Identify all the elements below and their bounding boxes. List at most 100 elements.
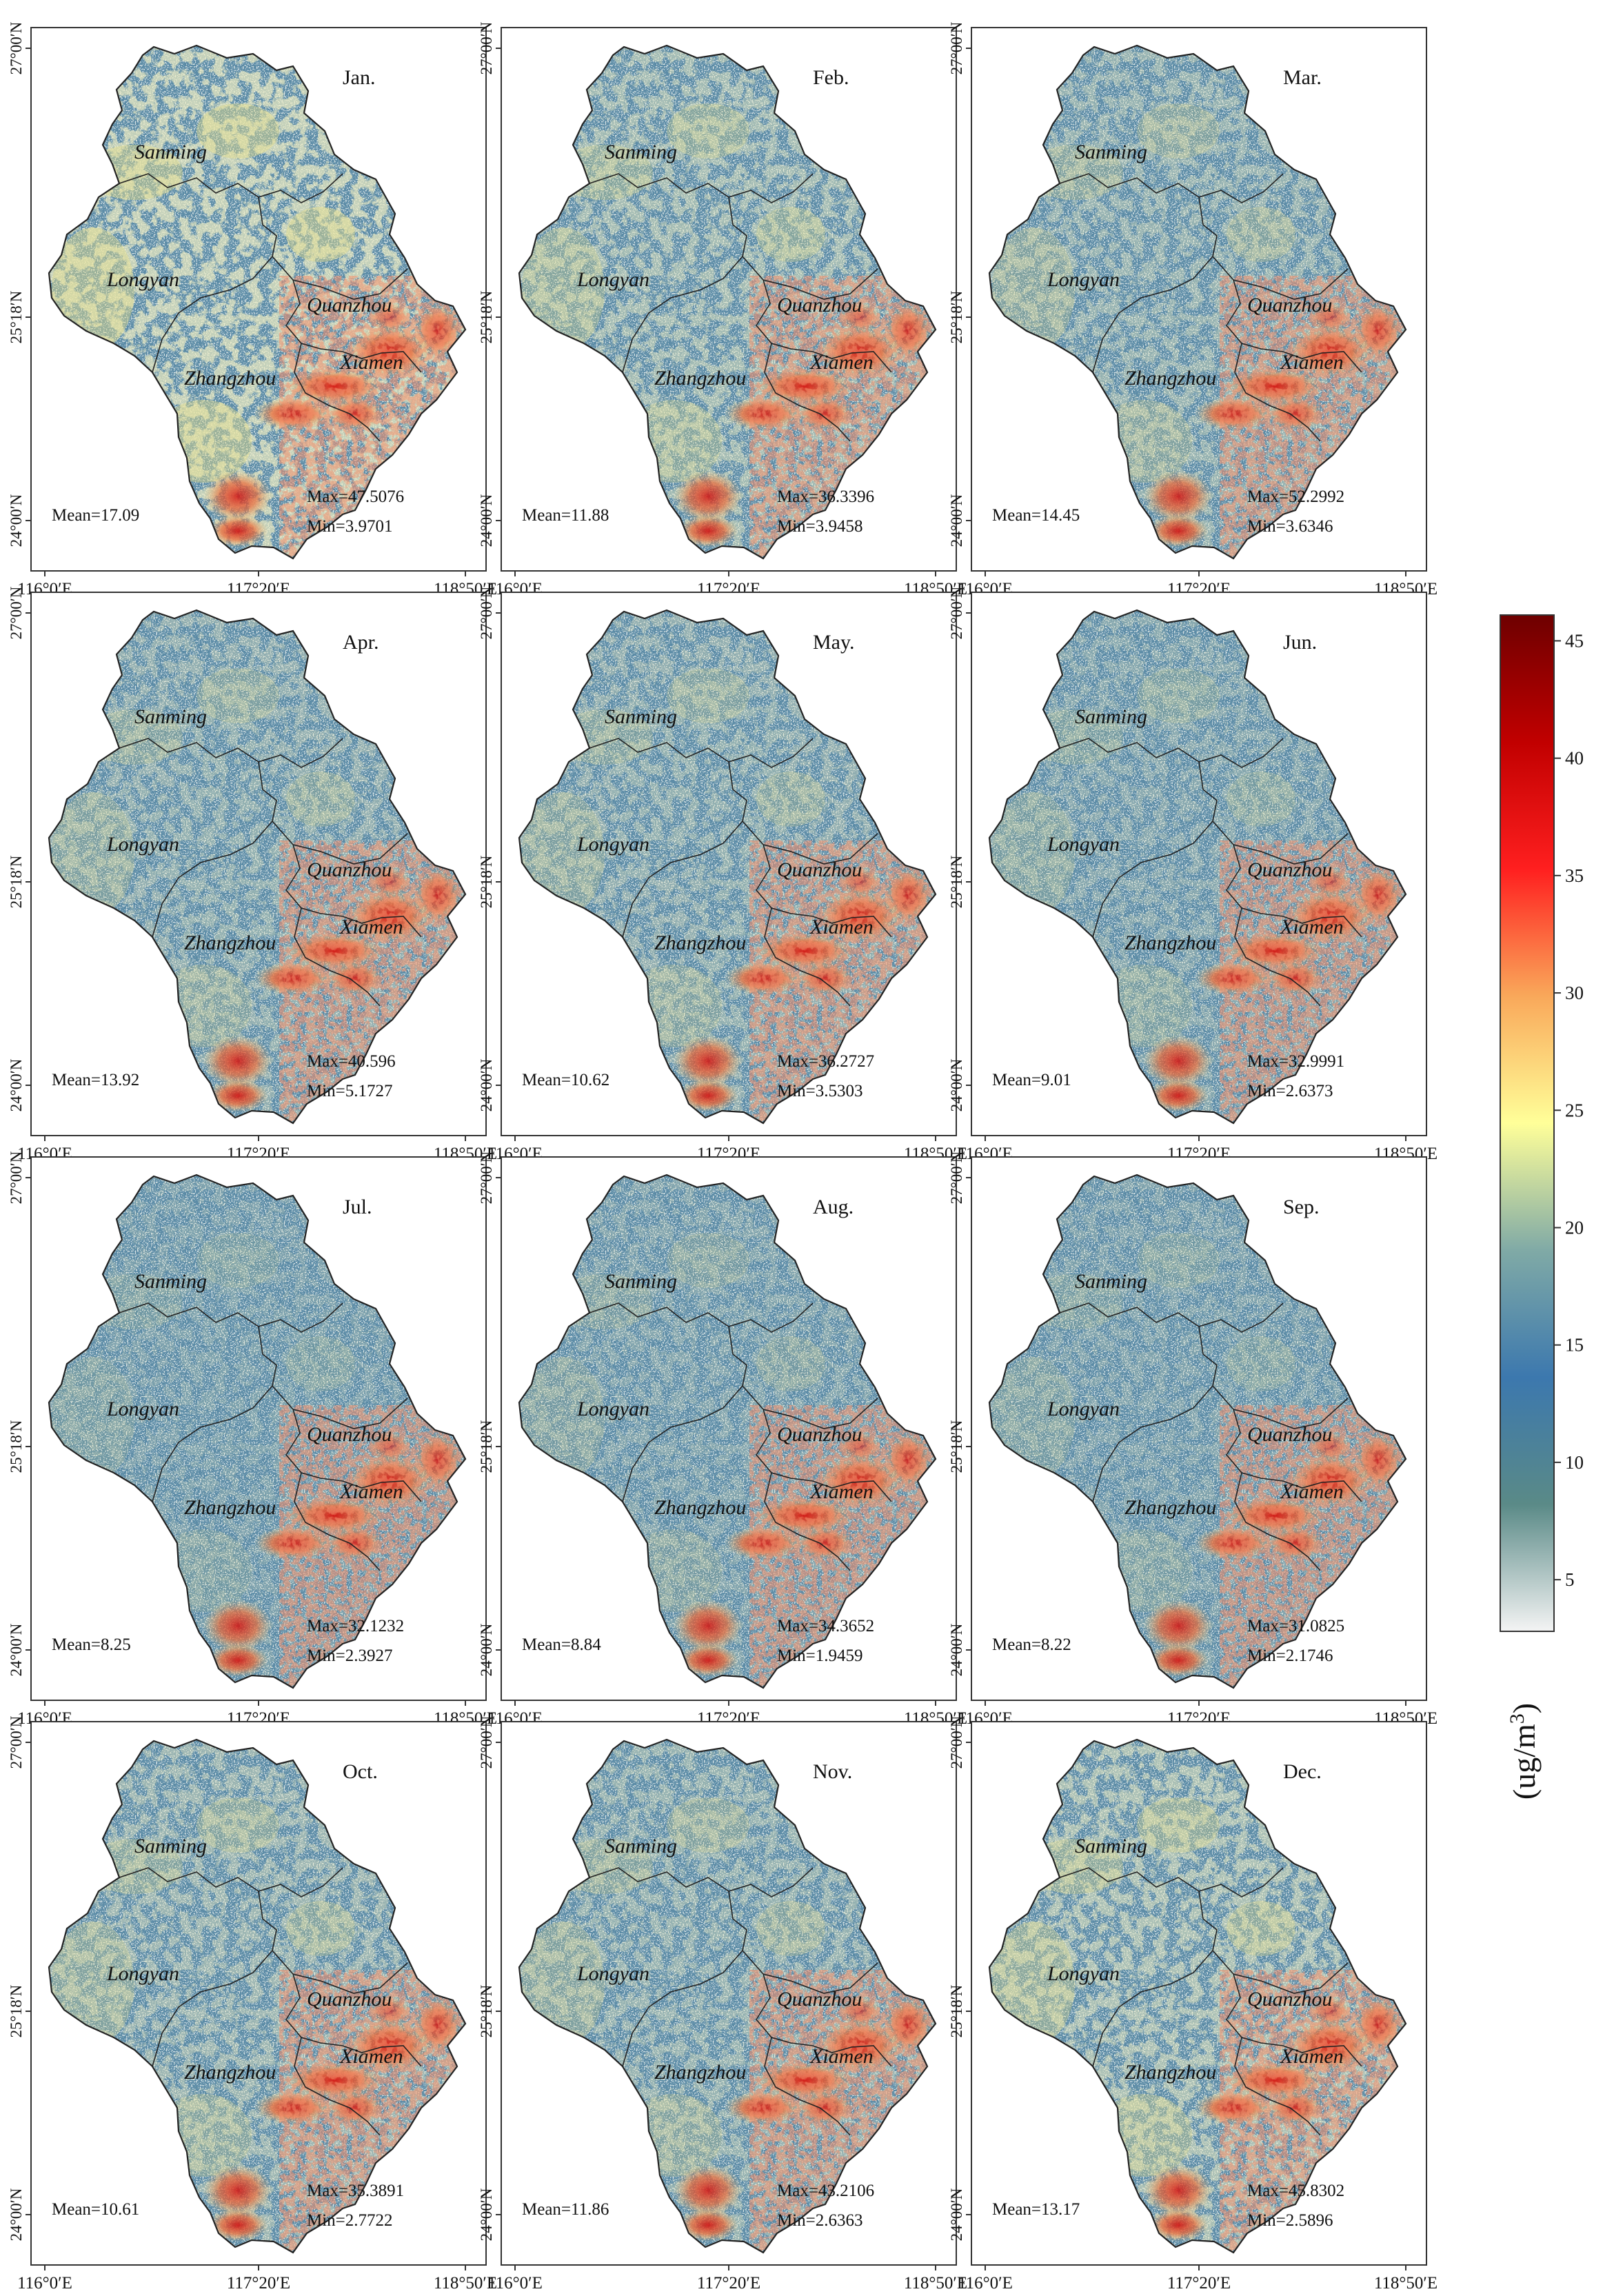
city-boundary xyxy=(1226,844,1362,938)
max-value: Max=40.596 xyxy=(307,1052,396,1071)
map-panel-sep: Sanming Longyan Quanzhou Xiamen Zhangzhou Sep… xyxy=(948,1151,1438,1728)
month-label: Sep. xyxy=(1283,1196,1320,1218)
x-tick-label: 118°50′E xyxy=(434,2274,497,2293)
city-label-zhangzhou: Zhangzhou xyxy=(184,2061,276,2084)
y-tick-label: 27°00′N xyxy=(948,1151,965,1204)
map-panel-aug: Sanming Longyan Quanzhou Xiamen Zhangzhou Aug… xyxy=(478,1151,967,1728)
city-boundary xyxy=(756,844,892,938)
city-label-longyan: Longyan xyxy=(1047,1962,1120,1985)
map-panel-feb: Sanming Longyan Quanzhou Xiamen Zhangzhou Feb… xyxy=(478,21,967,598)
map-panel-jul: Sanming Longyan Quanzhou Xiamen Zhangzhou Jul… xyxy=(8,1151,497,1728)
x-tick-label: 118°50′E xyxy=(1374,2274,1438,2293)
city-label-quanzhou: Quanzhou xyxy=(307,858,392,881)
min-value: Min=3.9458 xyxy=(777,517,863,536)
city-boundary xyxy=(1226,1409,1362,1502)
mean-value: Mean=11.86 xyxy=(522,2200,609,2219)
colorbar-unit: (ug/m3) xyxy=(1506,1703,1542,1800)
city-label-sanming: Sanming xyxy=(605,141,677,163)
city-boundary xyxy=(568,173,814,203)
min-value: Min=2.7722 xyxy=(307,2211,393,2230)
city-label-longyan: Longyan xyxy=(576,1962,649,1985)
city-label-zhangzhou: Zhangzhou xyxy=(184,367,276,390)
region-outline xyxy=(48,1738,467,2254)
month-label: Feb. xyxy=(813,66,849,89)
city-boundary xyxy=(152,820,273,938)
city-label-xiamen: Xiamen xyxy=(809,916,874,938)
min-value: Min=3.6346 xyxy=(1247,517,1333,536)
y-tick-label: 25°18′N xyxy=(8,855,25,908)
region-outline xyxy=(518,1738,937,2254)
y-tick-label: 24°00′N xyxy=(8,494,25,547)
city-label-zhangzhou: Zhangzhou xyxy=(1124,367,1216,390)
city-boundary xyxy=(1234,1472,1321,1571)
max-value: Max=32.9991 xyxy=(1247,1052,1344,1071)
region-outline xyxy=(988,1174,1407,1689)
y-tick-label: 24°00′N xyxy=(478,1623,495,1676)
y-tick-label: 27°00′N xyxy=(478,586,495,639)
city-label-quanzhou: Quanzhou xyxy=(1247,1423,1332,1446)
colorbar-tick-label: 15 xyxy=(1565,1335,1584,1356)
city-label-longyan: Longyan xyxy=(106,1962,179,1985)
city-label-xiamen: Xiamen xyxy=(339,2045,403,2068)
city-boundary xyxy=(98,1302,343,1333)
city-label-sanming: Sanming xyxy=(1075,705,1147,728)
city-boundary xyxy=(152,1950,273,2067)
city-label-sanming: Sanming xyxy=(134,141,207,163)
city-boundary xyxy=(568,738,814,768)
region-outline xyxy=(48,1174,467,1689)
city-label-quanzhou: Quanzhou xyxy=(1247,858,1332,881)
month-label: Apr. xyxy=(343,631,379,654)
city-boundary xyxy=(756,279,892,373)
city-boundary xyxy=(294,1472,381,1571)
max-value: Max=43.2106 xyxy=(777,2182,874,2200)
city-label-xiamen: Xiamen xyxy=(339,1480,403,1503)
city-label-sanming: Sanming xyxy=(605,1270,677,1293)
city-label-quanzhou: Quanzhou xyxy=(777,294,862,316)
city-label-zhangzhou: Zhangzhou xyxy=(184,932,276,954)
city-label-quanzhou: Quanzhou xyxy=(1247,1988,1332,2011)
map-panel-apr: Sanming Longyan Quanzhou Xiamen Zhangzhou Apr… xyxy=(8,586,497,1163)
city-label-xiamen: Xiamen xyxy=(1280,916,1344,938)
city-boundary xyxy=(98,738,343,768)
city-boundary xyxy=(1092,1950,1213,2067)
month-label: Oct. xyxy=(343,1760,378,1783)
city-boundary xyxy=(756,1409,892,1502)
min-value: Min=2.6363 xyxy=(777,2211,863,2230)
city-label-zhangzhou: Zhangzhou xyxy=(1124,932,1216,954)
month-label: Nov. xyxy=(813,1760,852,1783)
map-panel-may: Sanming Longyan Quanzhou Xiamen Zhangzhou May… xyxy=(478,586,967,1163)
y-tick-label: 27°00′N xyxy=(478,1715,495,1769)
y-tick-label: 27°00′N xyxy=(8,1151,25,1204)
city-label-sanming: Sanming xyxy=(605,705,677,728)
city-label-zhangzhou: Zhangzhou xyxy=(654,2061,746,2084)
region-outline xyxy=(988,1738,1407,2254)
y-tick-label: 25°18′N xyxy=(948,290,965,343)
city-boundary xyxy=(294,343,381,442)
y-tick-label: 27°00′N xyxy=(948,21,965,74)
min-value: Min=2.1746 xyxy=(1247,1647,1333,1665)
max-value: Max=52.2992 xyxy=(1247,487,1344,506)
y-tick-label: 25°18′N xyxy=(8,1984,25,2037)
city-label-sanming: Sanming xyxy=(605,1835,677,1857)
city-boundary xyxy=(1038,1867,1284,1897)
y-tick-label: 24°00′N xyxy=(8,1058,25,1111)
mean-value: Mean=14.45 xyxy=(992,506,1080,525)
max-value: Max=31.0825 xyxy=(1247,1617,1344,1635)
city-boundary xyxy=(285,1973,422,2067)
y-tick-label: 27°00′N xyxy=(478,21,495,74)
city-label-longyan: Longyan xyxy=(576,833,649,856)
city-boundary xyxy=(294,2037,381,2136)
y-tick-label: 24°00′N xyxy=(948,494,965,547)
x-tick-label: 117°20′E xyxy=(1167,2274,1231,2293)
city-boundary xyxy=(764,343,851,442)
city-boundary xyxy=(98,173,343,203)
mean-value: Mean=8.22 xyxy=(992,1635,1071,1654)
y-tick-label: 27°00′N xyxy=(948,586,965,639)
mean-value: Mean=13.92 xyxy=(52,1071,139,1089)
y-tick-label: 24°00′N xyxy=(948,1058,965,1111)
month-label: Aug. xyxy=(813,1196,854,1218)
city-label-sanming: Sanming xyxy=(134,1835,207,1857)
city-boundary xyxy=(568,1867,814,1897)
city-label-quanzhou: Quanzhou xyxy=(777,1423,862,1446)
mean-value: Mean=10.62 xyxy=(522,1071,609,1089)
